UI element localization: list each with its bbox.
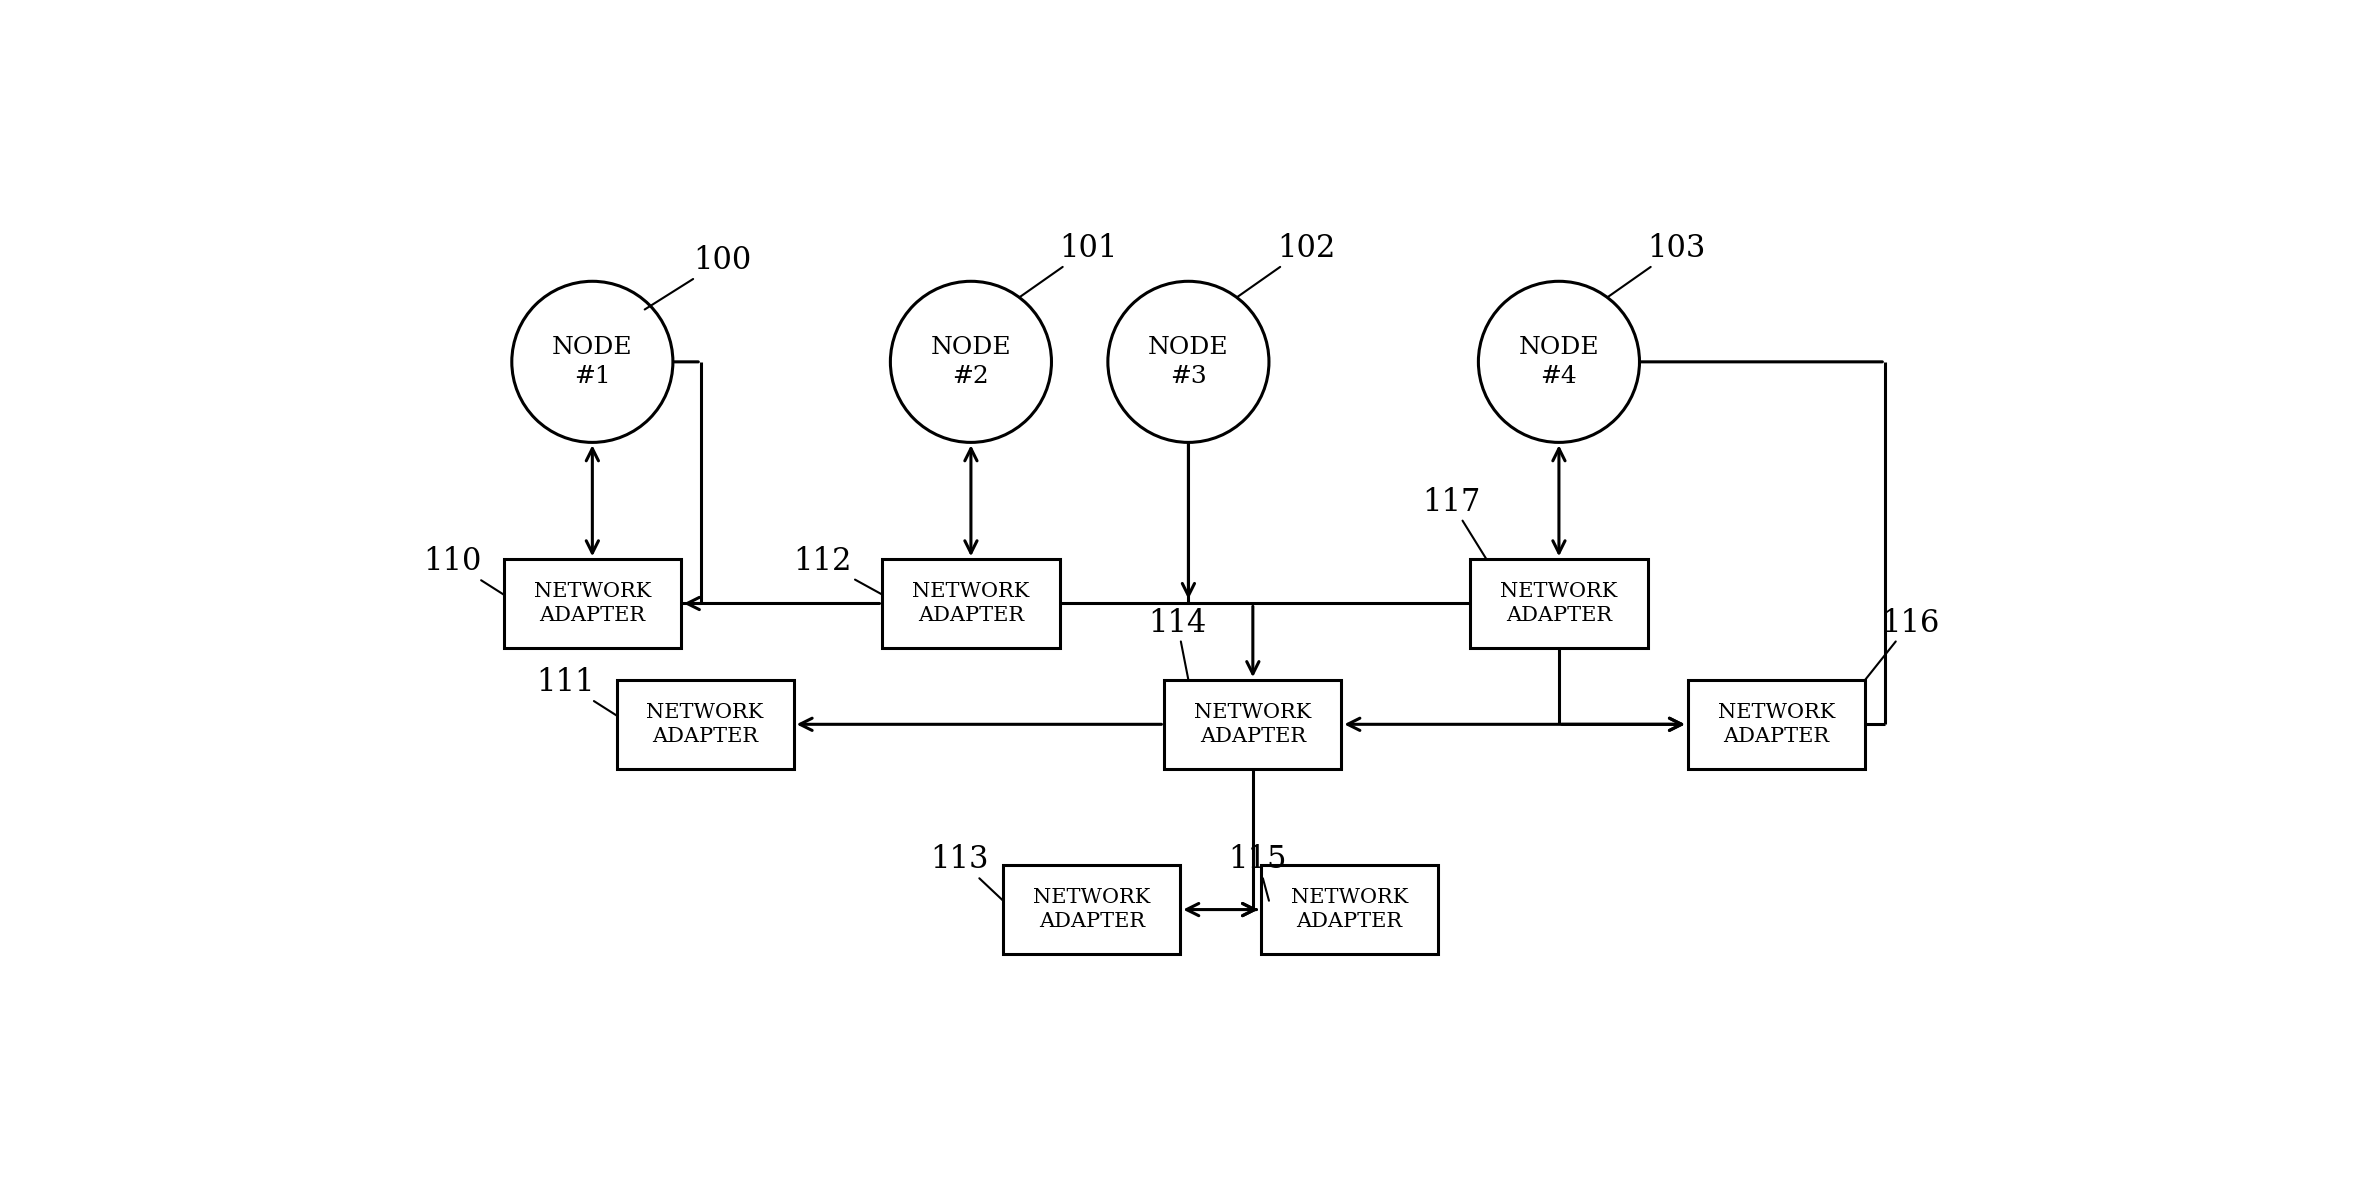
Text: NETWORK
ADAPTER: NETWORK ADAPTER xyxy=(535,582,651,624)
Text: 113: 113 xyxy=(930,845,1003,901)
Bar xyxy=(1469,559,1647,647)
Text: 103: 103 xyxy=(1607,233,1706,297)
Bar xyxy=(883,559,1060,647)
Bar xyxy=(1003,865,1181,954)
Text: 101: 101 xyxy=(1020,233,1117,297)
Text: NETWORK
ADAPTER: NETWORK ADAPTER xyxy=(1034,888,1150,931)
Text: 111: 111 xyxy=(537,668,618,716)
Bar xyxy=(1164,680,1342,769)
Text: 112: 112 xyxy=(793,546,883,594)
Text: 110: 110 xyxy=(424,546,504,594)
Text: 114: 114 xyxy=(1148,608,1207,680)
Text: NETWORK
ADAPTER: NETWORK ADAPTER xyxy=(913,582,1029,624)
Text: NETWORK
ADAPTER: NETWORK ADAPTER xyxy=(1292,888,1408,931)
Circle shape xyxy=(1107,282,1268,443)
Bar xyxy=(504,559,681,647)
Text: NODE
#2: NODE #2 xyxy=(930,336,1010,387)
Text: 117: 117 xyxy=(1422,487,1486,559)
Text: 102: 102 xyxy=(1237,233,1334,297)
Text: NETWORK
ADAPTER: NETWORK ADAPTER xyxy=(646,703,764,746)
Circle shape xyxy=(890,282,1051,443)
Text: 115: 115 xyxy=(1228,845,1287,901)
Circle shape xyxy=(511,282,672,443)
Text: NODE
#3: NODE #3 xyxy=(1148,336,1228,387)
Bar xyxy=(1261,865,1439,954)
Bar xyxy=(1687,680,1864,769)
Text: NODE
#4: NODE #4 xyxy=(1519,336,1599,387)
Text: NETWORK
ADAPTER: NETWORK ADAPTER xyxy=(1500,582,1618,624)
Text: NETWORK
ADAPTER: NETWORK ADAPTER xyxy=(1195,703,1311,746)
Text: 100: 100 xyxy=(644,245,752,309)
Text: NODE
#1: NODE #1 xyxy=(551,336,632,387)
Text: NETWORK
ADAPTER: NETWORK ADAPTER xyxy=(1718,703,1836,746)
Bar xyxy=(618,680,793,769)
Text: 116: 116 xyxy=(1864,608,1940,680)
Circle shape xyxy=(1479,282,1640,443)
